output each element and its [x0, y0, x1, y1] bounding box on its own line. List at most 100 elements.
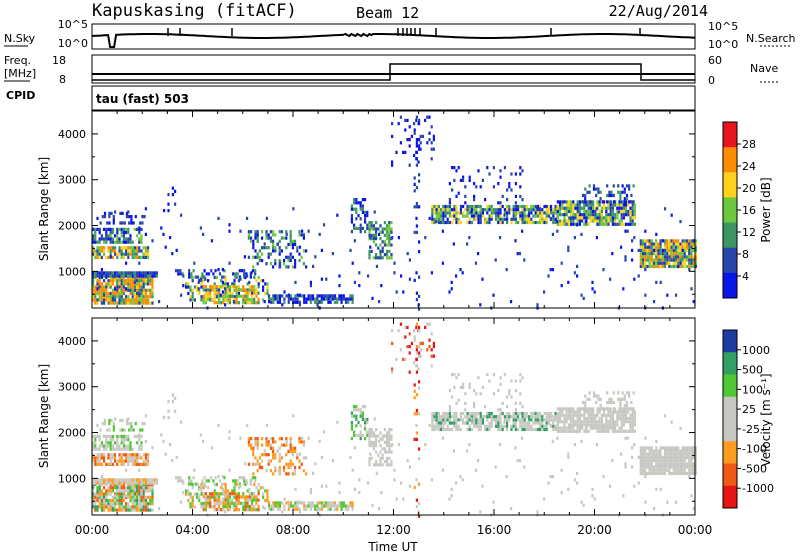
power-cell: [688, 268, 691, 272]
velocity-cell: [224, 486, 227, 490]
power-cell: [479, 214, 482, 218]
power-cell: [340, 294, 343, 298]
velocity-cell: [666, 446, 669, 450]
velocity-cell: [580, 439, 583, 443]
velocity-cell: [209, 498, 212, 502]
velocity-cell: [136, 441, 139, 445]
power-cell: [603, 206, 606, 210]
velocity-cell: [674, 455, 678, 460]
velocity-cell: [118, 481, 121, 485]
power-cell: [611, 222, 614, 226]
power-cell: [264, 282, 267, 286]
power-cell: [368, 221, 371, 225]
power-cell: [147, 298, 150, 302]
power-cell: [433, 211, 436, 215]
power-cell: [464, 208, 467, 212]
power-cell: [122, 291, 125, 296]
power-cell: [606, 200, 609, 204]
power-cell: [111, 295, 114, 299]
power-cell: [122, 288, 125, 292]
velocity-cell: [92, 456, 95, 460]
velocity-cell: [418, 457, 421, 461]
velocity-cell: [138, 456, 141, 460]
velocity-cell: [248, 487, 251, 491]
power-cell: [616, 209, 619, 214]
power-cell: [594, 216, 597, 220]
power-cell: [497, 217, 500, 221]
velocity-cell: [559, 413, 562, 417]
power-cell: [215, 285, 218, 289]
power-cell: [605, 206, 608, 210]
velocity-cell: [105, 489, 108, 493]
power-cell: [128, 215, 131, 219]
power-cell: [118, 240, 121, 244]
velocity-cell: [479, 418, 482, 422]
power-cell: [98, 227, 101, 231]
power-cell: [688, 245, 691, 249]
power-cell: [120, 271, 123, 275]
velocity-cell: [674, 446, 678, 450]
power-cell: [140, 240, 143, 244]
power-cell: [523, 217, 526, 221]
velocity-cell: [200, 489, 203, 493]
velocity-cell: [221, 497, 224, 501]
power-cell: [413, 176, 416, 180]
power-cell: [418, 294, 421, 298]
power-cell: [685, 258, 689, 262]
velocity-cell: [204, 498, 207, 502]
velocity-cell: [246, 423, 249, 427]
power-cell: [111, 301, 114, 305]
power-cell: [421, 134, 424, 138]
power-cell: [578, 200, 581, 204]
power-cell: [103, 227, 106, 231]
velocity-cell: [127, 434, 130, 438]
velocity-cell: [495, 424, 498, 428]
power-cell: [617, 184, 620, 188]
velocity-cell: [644, 471, 647, 476]
velocity-cell: [563, 426, 566, 430]
power-cell: [375, 230, 378, 234]
velocity-cell: [650, 455, 653, 460]
velocity-cell: [570, 429, 573, 433]
power-cell: [521, 214, 524, 218]
velocity-cell: [620, 426, 623, 430]
velocity-cell: [209, 495, 212, 499]
power-cell: [514, 201, 517, 205]
velocity-cell: [142, 508, 145, 512]
power-cell: [174, 269, 178, 273]
power-cell: [624, 258, 627, 262]
power-cell: [129, 282, 132, 286]
velocity-cell: [213, 508, 216, 512]
velocity-cell: [228, 436, 231, 440]
power-cell: [129, 291, 132, 296]
velocity-cell: [377, 463, 380, 467]
power-cell: [607, 222, 610, 226]
power-cell: [233, 282, 236, 286]
power-cell: [688, 264, 691, 269]
power-cell: [565, 209, 568, 214]
velocity-cell: [191, 495, 194, 499]
velocity-cell: [508, 411, 511, 416]
y-tick-label: 4000: [58, 128, 86, 141]
power-cell: [274, 297, 277, 301]
power-cell: [177, 272, 180, 276]
power-cell: [572, 203, 575, 207]
power-cell: [622, 209, 625, 214]
power-cell: [274, 249, 277, 253]
power-cell: [368, 253, 371, 257]
power-cell: [550, 208, 553, 212]
power-cell: [674, 261, 678, 265]
power-cell: [129, 234, 132, 238]
power-cell: [364, 210, 367, 214]
power-cell: [276, 242, 279, 246]
velocity-cell: [191, 498, 194, 503]
power-cell: [92, 249, 95, 253]
velocity-cell: [610, 400, 613, 405]
velocity-cell: [552, 427, 555, 432]
velocity-cell: [694, 455, 697, 460]
power-cell: [105, 240, 108, 244]
power-cell: [629, 209, 632, 214]
power-cell: [428, 115, 431, 119]
velocity-cell: [318, 501, 321, 505]
velocity-cell: [359, 414, 362, 418]
